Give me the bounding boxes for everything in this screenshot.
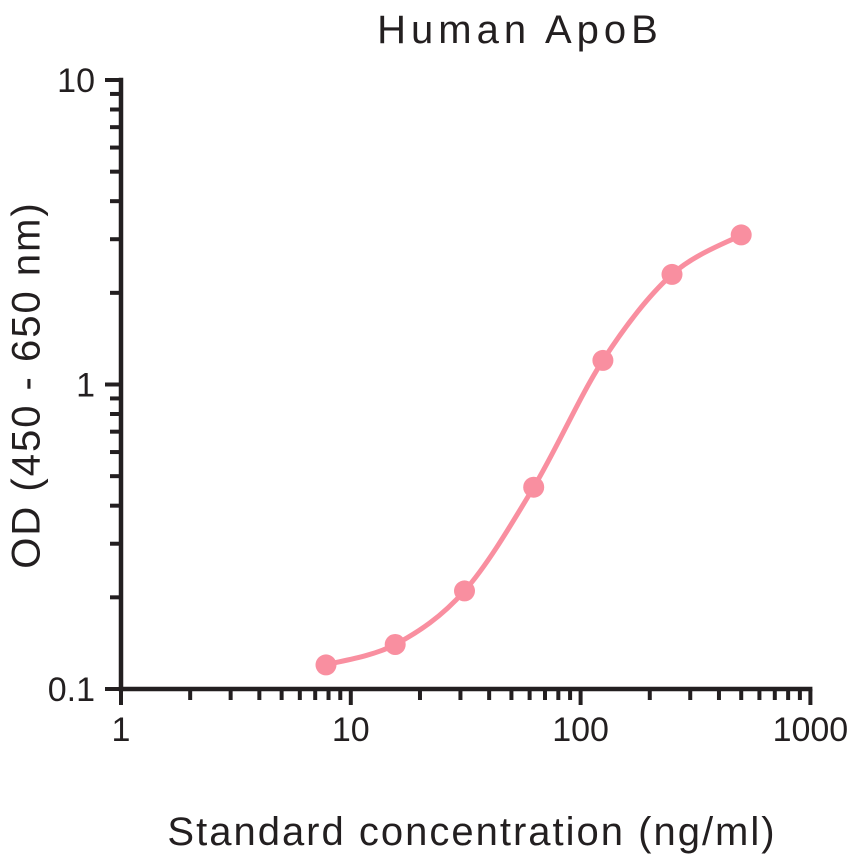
y-axis-label: OD (450 - 650 nm)	[4, 201, 49, 569]
data-point	[384, 634, 406, 655]
chart-title: Human ApoB	[377, 8, 663, 52]
x-tick-label: 100	[552, 711, 609, 749]
data-point	[454, 580, 475, 602]
data-point	[315, 654, 337, 676]
data-point	[523, 476, 545, 498]
y-tick-label: 1	[76, 367, 95, 405]
y-tick-label: 0.1	[48, 671, 95, 709]
data-point	[730, 224, 752, 246]
y-tick-label: 10	[57, 62, 95, 100]
x-tick-label: 1000	[773, 711, 849, 749]
x-tick-label: 1	[112, 711, 131, 749]
x-axis-label: Standard concentration (ng/ml)	[167, 810, 777, 854]
x-tick-label: 10	[332, 711, 370, 749]
data-point	[592, 349, 614, 371]
data-point	[661, 263, 683, 285]
standard-curve-line	[323, 232, 744, 668]
